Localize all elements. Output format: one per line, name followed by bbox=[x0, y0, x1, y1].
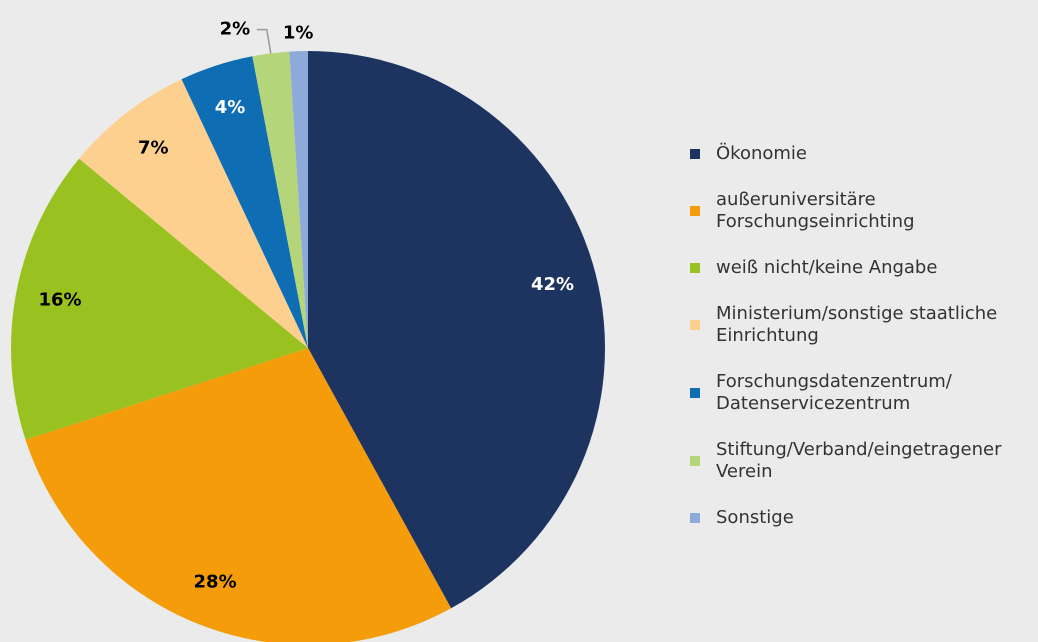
data-label: 42% bbox=[531, 274, 574, 295]
data-label: 7% bbox=[138, 138, 169, 159]
pie-slice bbox=[289, 51, 308, 348]
pie-slice bbox=[25, 348, 452, 642]
legend-swatch bbox=[690, 149, 700, 159]
pie-slice bbox=[252, 51, 308, 349]
legend-item: Ökonomie bbox=[690, 143, 1035, 165]
legend-swatch bbox=[690, 263, 700, 273]
legend-swatch bbox=[690, 206, 700, 216]
leader-line bbox=[256, 28, 272, 54]
pie-slice bbox=[79, 79, 309, 349]
data-label: 16% bbox=[38, 290, 81, 311]
legend-item: außeruniversitäre Forschungseinrichting bbox=[690, 189, 1035, 233]
legend-label: Ökonomie bbox=[716, 143, 807, 164]
data-label: 1% bbox=[283, 22, 314, 43]
legend-label: Stiftung/Verband/eingetragener Verein bbox=[716, 439, 1002, 482]
legend-label: Ministerium/sonstige staatliche Einricht… bbox=[716, 303, 998, 346]
legend-label: Sonstige bbox=[716, 507, 794, 528]
pie-slice bbox=[308, 51, 605, 609]
legend-item: Forschungsdatenzentrum/ Datenservicezent… bbox=[690, 371, 1035, 415]
pie-slice bbox=[181, 56, 308, 349]
legend-swatch bbox=[690, 388, 700, 398]
legend-label: weiß nicht/keine Angabe bbox=[716, 257, 938, 278]
legend-label: außeruniversitäre Forschungseinrichting bbox=[716, 189, 915, 232]
legend-item: weiß nicht/keine Angabe bbox=[690, 257, 1035, 279]
legend-swatch bbox=[690, 456, 700, 466]
data-label: 4% bbox=[215, 97, 246, 118]
legend-label: Forschungsdatenzentrum/ Datenservicezent… bbox=[716, 371, 952, 414]
legend-swatch bbox=[690, 320, 700, 330]
legend-item: Ministerium/sonstige staatliche Einricht… bbox=[690, 303, 1035, 347]
legend-item: Stiftung/Verband/eingetragener Verein bbox=[690, 439, 1035, 483]
pie-slice bbox=[10, 158, 308, 440]
data-label: 28% bbox=[194, 572, 237, 593]
legend-item: Sonstige bbox=[690, 507, 1035, 529]
legend-swatch bbox=[690, 513, 700, 523]
data-label: 2% bbox=[220, 19, 251, 40]
legend: Ökonomie außeruniversitäre Forschungseinr… bbox=[690, 143, 1035, 529]
